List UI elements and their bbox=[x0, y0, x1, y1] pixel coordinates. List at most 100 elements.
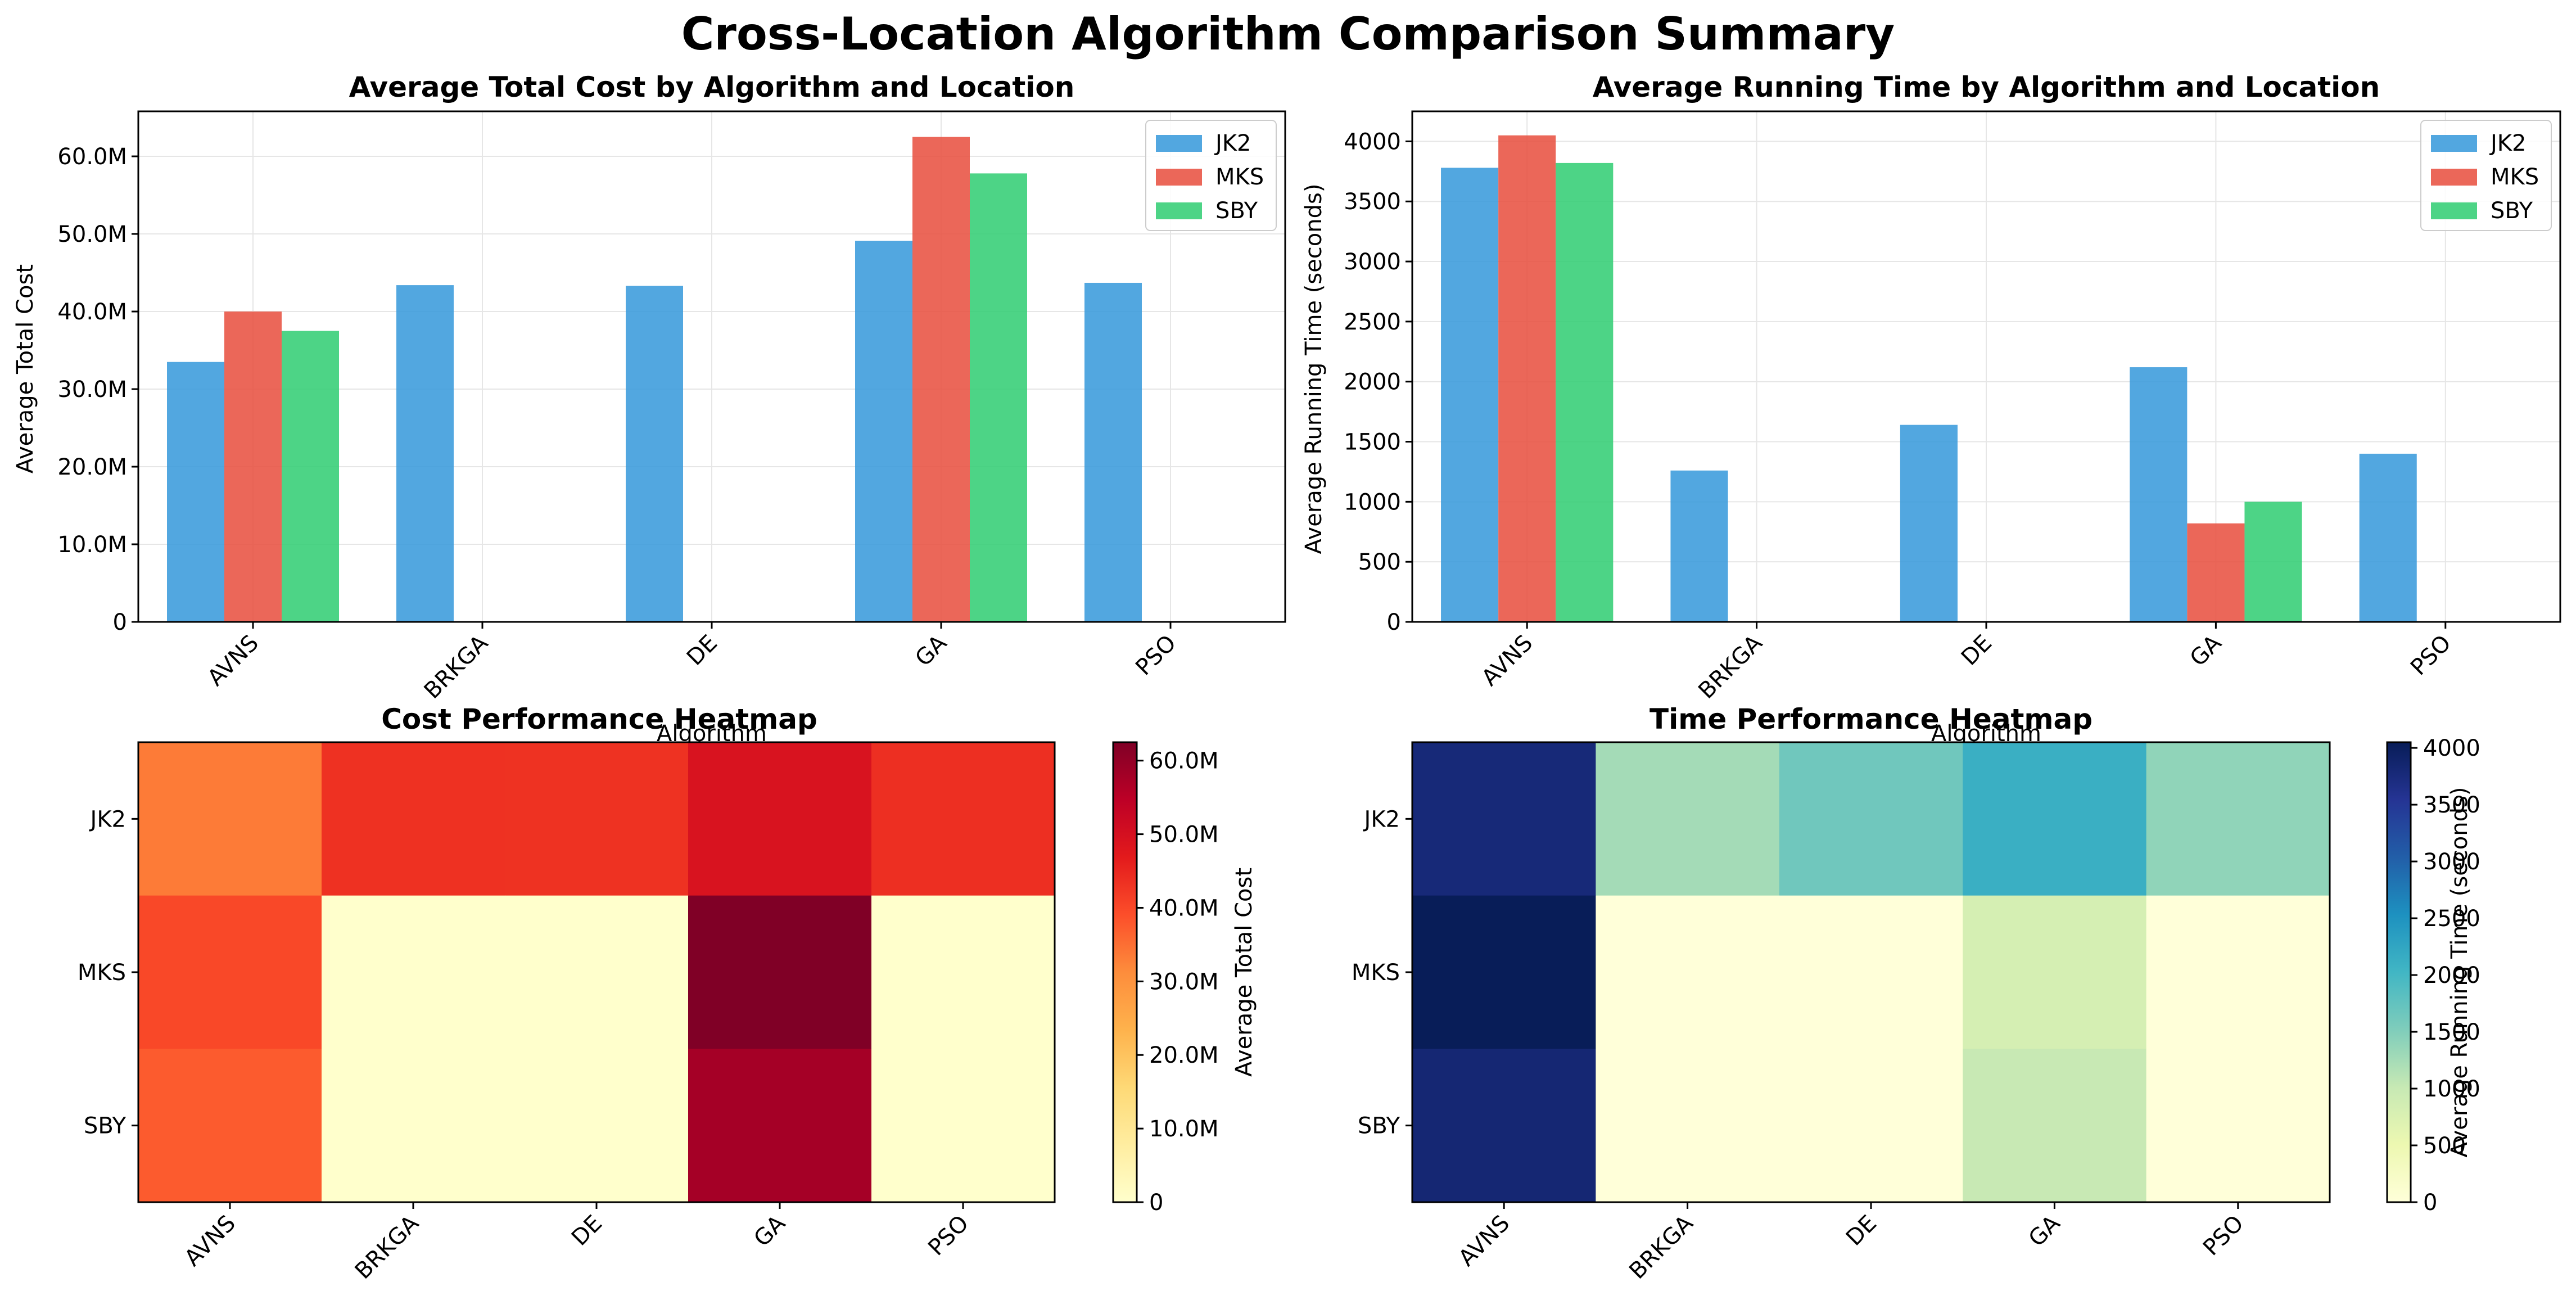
p4-cell bbox=[1412, 895, 1596, 1049]
p2-ytick-label: 2000 bbox=[1344, 369, 1401, 395]
p1-xtick-label: GA bbox=[910, 630, 952, 671]
p2-xtick-label: PSO bbox=[2406, 630, 2456, 681]
p3-xtick-label: BRKGA bbox=[350, 1210, 424, 1284]
p3-colorbar-tick-label: 20.0M bbox=[1149, 1042, 1219, 1068]
p2-legend-label: SBY bbox=[2491, 198, 2533, 224]
p2-xtick-label: GA bbox=[2185, 630, 2227, 671]
p3-cell bbox=[322, 1049, 505, 1203]
p3-cell bbox=[322, 895, 505, 1049]
p3-colorbar-tick-label: 60.0M bbox=[1149, 748, 1219, 774]
p2-bar-jk2 bbox=[1900, 425, 1958, 622]
p4-cell bbox=[1412, 742, 1596, 896]
p2-bar-mks bbox=[1498, 135, 1556, 622]
p4-ytick-label: SBY bbox=[1358, 1113, 1400, 1139]
p1-ytick-label: 30.0M bbox=[57, 377, 127, 403]
p2-ytick-label: 0 bbox=[1387, 610, 1401, 635]
p1-ytick-label: 60.0M bbox=[57, 144, 127, 170]
p3-cell bbox=[138, 742, 322, 896]
p4-colorbar-tick-label: 500 bbox=[2423, 1133, 2466, 1159]
p3-colorbar-tick-label: 30.0M bbox=[1149, 969, 1219, 995]
p4-cell bbox=[1963, 742, 2147, 896]
p3-cell bbox=[871, 1049, 1055, 1203]
p2-bar-sby bbox=[2244, 502, 2302, 622]
p4-cell bbox=[1596, 895, 1780, 1049]
p1-bar-jk2 bbox=[855, 241, 912, 622]
p2-ytick-label: 3500 bbox=[1344, 189, 1401, 215]
p4-cell bbox=[1596, 742, 1780, 896]
p1-bar-jk2 bbox=[1084, 282, 1142, 622]
p1-legend-swatch-sby bbox=[1156, 202, 1202, 219]
p2-legend-swatch-jk2 bbox=[2431, 135, 2477, 152]
p3-xtick-label: PSO bbox=[923, 1211, 974, 1261]
p3-cell bbox=[688, 742, 872, 896]
p4-colorbar-tick-label: 4000 bbox=[2423, 735, 2480, 761]
p4-cell bbox=[1779, 895, 1963, 1049]
p4-cell bbox=[1963, 1049, 2147, 1203]
p1-ytick-label: 0 bbox=[113, 610, 127, 635]
p1-legend-label: JK2 bbox=[1214, 130, 1251, 156]
p1-bar-mks bbox=[224, 312, 282, 622]
cost-bar-chart: Average Total Cost by Algorithm and Loca… bbox=[12, 71, 1286, 747]
cost-bar-chart-title: Average Total Cost by Algorithm and Loca… bbox=[349, 71, 1075, 103]
p4-colorbar-tick-label: 1000 bbox=[2423, 1076, 2480, 1102]
p4-colorbar-tick-label: 2500 bbox=[2423, 906, 2480, 932]
p2-xtick-label: BRKGA bbox=[1693, 630, 1768, 704]
p3-cell bbox=[138, 1049, 322, 1203]
p2-bar-jk2 bbox=[2359, 453, 2417, 622]
p3-cell bbox=[688, 1049, 872, 1203]
p2-xtick-label: DE bbox=[1956, 630, 1997, 671]
cost-heatmap-title: Cost Performance Heatmap bbox=[381, 703, 817, 735]
p2-ytick-label: 2500 bbox=[1344, 309, 1401, 335]
p2-legend-label: JK2 bbox=[2489, 130, 2526, 156]
p4-ytick-label: MKS bbox=[1352, 960, 1400, 986]
p1-xtick-label: BRKGA bbox=[419, 630, 494, 704]
p4-cell bbox=[2146, 1049, 2330, 1203]
p1-ytick-label: 20.0M bbox=[57, 454, 127, 480]
p1-bar-jk2 bbox=[626, 286, 683, 622]
p3-colorbar-tick-label: 10.0M bbox=[1149, 1116, 1219, 1142]
p3-cell bbox=[688, 895, 872, 1049]
p4-xtick-label: BRKGA bbox=[1624, 1210, 1698, 1284]
p1-bar-mks bbox=[912, 137, 970, 622]
p4-ytick-label: JK2 bbox=[1363, 806, 1400, 832]
p3-ytick-label: SBY bbox=[84, 1113, 126, 1139]
cost-heatmap: Cost Performance Heatmap JK2 MKS SBY AVNS B… bbox=[78, 703, 1257, 1284]
p3-colorbar-tick-label: 50.0M bbox=[1149, 822, 1219, 848]
p3-cell bbox=[871, 895, 1055, 1049]
p2-ytick-label: 4000 bbox=[1344, 129, 1401, 155]
time-heatmap-title: Time Performance Heatmap bbox=[1649, 703, 2093, 735]
time-bar-chart-ylabel: Average Running Time (seconds) bbox=[1301, 184, 1327, 554]
p2-bar-sby bbox=[1556, 163, 1614, 622]
p4-xtick-label: GA bbox=[2024, 1210, 2066, 1252]
time-colorbar-label: Average Running Time (seconds) bbox=[2447, 787, 2473, 1158]
p3-cell bbox=[322, 742, 505, 896]
p2-legend-swatch-sby bbox=[2431, 202, 2477, 219]
p2-legend-swatch-mks bbox=[2431, 169, 2477, 186]
p4-colorbar-bar bbox=[2386, 741, 2412, 1203]
p2-bar-jk2 bbox=[1441, 168, 1499, 622]
p4-cell bbox=[1412, 1049, 1596, 1203]
p3-cell bbox=[138, 895, 322, 1049]
p3-colorbar-tick-label: 40.0M bbox=[1149, 895, 1219, 921]
p4-xtick-label: PSO bbox=[2198, 1211, 2249, 1261]
p4-cell bbox=[1963, 895, 2147, 1049]
p2-ytick-label: 1500 bbox=[1344, 430, 1401, 455]
time-heatmap: Time Performance Heatmap JK2 MKS SBY AVNS B… bbox=[1352, 703, 2480, 1284]
time-bar-chart-title: Average Running Time by Algorithm and Lo… bbox=[1593, 71, 2380, 103]
p3-ytick-label: JK2 bbox=[89, 806, 126, 832]
p1-xtick-label: PSO bbox=[1131, 630, 1181, 681]
p3-xtick-label: GA bbox=[749, 1210, 790, 1252]
p4-cell bbox=[1596, 1049, 1780, 1203]
p4-colorbar-tick-label: 2000 bbox=[2423, 963, 2480, 988]
p1-legend-swatch-mks bbox=[1156, 169, 1202, 186]
p1-ytick-label: 50.0M bbox=[57, 222, 127, 247]
p2-bar-jk2 bbox=[1670, 470, 1728, 622]
p4-xtick-label: DE bbox=[1841, 1211, 1882, 1251]
p3-xtick-label: AVNS bbox=[180, 1211, 241, 1272]
p4-xtick-label: AVNS bbox=[1454, 1211, 1515, 1272]
p4-cell bbox=[1779, 742, 1963, 896]
p4-colorbar-tick-label: 3500 bbox=[2423, 792, 2480, 818]
p3-colorbar-bar bbox=[1112, 741, 1138, 1203]
p1-xtick-label: DE bbox=[682, 630, 722, 671]
